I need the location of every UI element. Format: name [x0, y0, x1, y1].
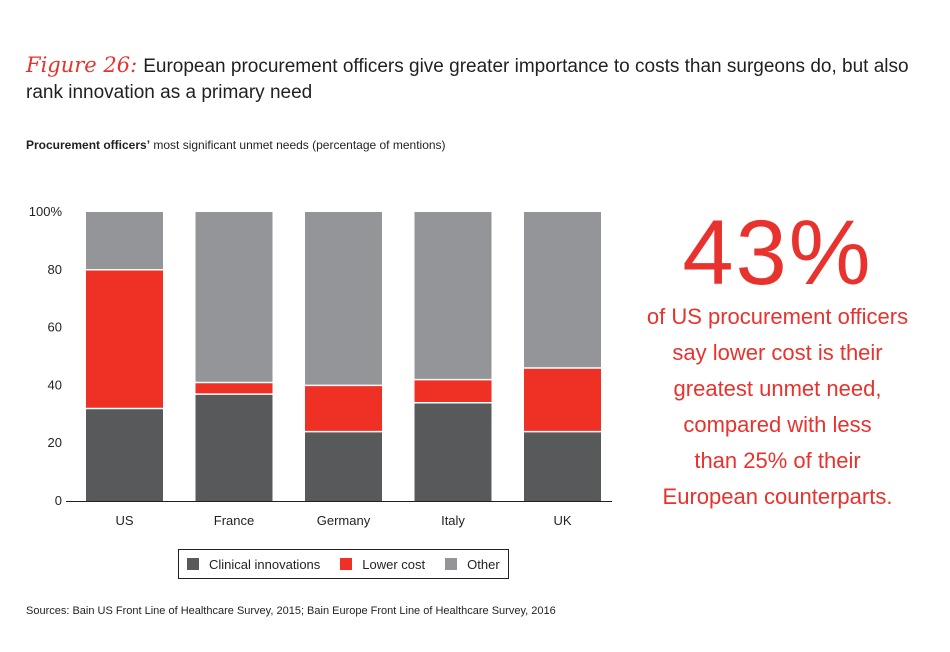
y-tick-label: 40 — [48, 377, 62, 392]
legend-label-lower-cost: Lower cost — [362, 556, 426, 572]
legend-item-lower-cost: Lower cost — [340, 557, 425, 572]
bar-clinical-innovations-germany — [305, 431, 382, 501]
callout: 43% of US procurement officers say lower… — [625, 205, 930, 515]
legend-label-other: Other — [467, 556, 500, 572]
callout-line: of US procurement officers — [646, 304, 909, 329]
y-tick-label: 100% — [29, 204, 63, 219]
bar-clinical-innovations-us — [86, 408, 163, 501]
callout-line: greatest unmet need, — [673, 376, 882, 401]
legend-label-clinical: Clinical innovations — [209, 556, 321, 572]
x-tick-label: UK — [553, 513, 571, 528]
bar-other-us — [86, 212, 163, 270]
chart-title: Figure 26: European procurement officers … — [26, 52, 936, 106]
legend-item-other: Other — [445, 557, 500, 572]
y-tick-label: 60 — [48, 320, 62, 335]
callout-text: of US procurement officers say lower cos… — [625, 299, 930, 515]
y-tick-label: 0 — [55, 493, 62, 508]
y-tick-label: 20 — [48, 435, 62, 450]
callout-big-number: 43% — [682, 202, 873, 304]
legend-swatch-other — [445, 558, 458, 570]
legend-item-clinical: Clinical innovations — [187, 557, 320, 572]
figure-label: Figure 26: — [26, 53, 138, 77]
subtitle-rest: most significant unmet needs (percentage… — [150, 138, 446, 152]
title-text: European procurement officers give great… — [26, 56, 909, 103]
callout-line: European counterparts. — [662, 484, 893, 509]
x-tick-label: France — [214, 513, 254, 528]
legend-swatch-clinical — [187, 558, 199, 570]
bar-clinical-innovations-uk — [524, 431, 601, 501]
bar-other-germany — [305, 212, 382, 386]
bar-clinical-innovations-france — [195, 394, 273, 501]
subtitle-bold: Procurement officers’ — [26, 138, 151, 152]
source-note: Sources: Bain US Front Line of Healthcar… — [26, 605, 556, 617]
bar-clinical-innovations-italy — [414, 402, 492, 501]
bar-lower-cost-us — [86, 269, 163, 409]
bar-lower-cost-france — [195, 382, 273, 395]
y-tick-label: 80 — [48, 262, 62, 277]
bar-other-uk — [524, 212, 601, 369]
bar-other-italy — [414, 212, 492, 380]
callout-line: compared with less — [683, 412, 872, 437]
legend-swatch-lower-cost — [340, 558, 353, 570]
callout-line: than 25% of their — [694, 448, 861, 473]
x-tick-label: US — [115, 513, 133, 528]
bar-lower-cost-uk — [524, 368, 601, 432]
x-tick-label: Germany — [317, 513, 371, 528]
bar-other-france — [195, 212, 273, 383]
chart-legend: Clinical innovations Lower cost Other — [178, 549, 509, 579]
bar-lower-cost-italy — [414, 379, 492, 403]
callout-line: say lower cost is their — [672, 340, 883, 365]
chart-subtitle: Procurement officers’ most significant u… — [26, 138, 446, 152]
bar-lower-cost-germany — [305, 385, 382, 432]
x-tick-label: Italy — [441, 513, 465, 528]
